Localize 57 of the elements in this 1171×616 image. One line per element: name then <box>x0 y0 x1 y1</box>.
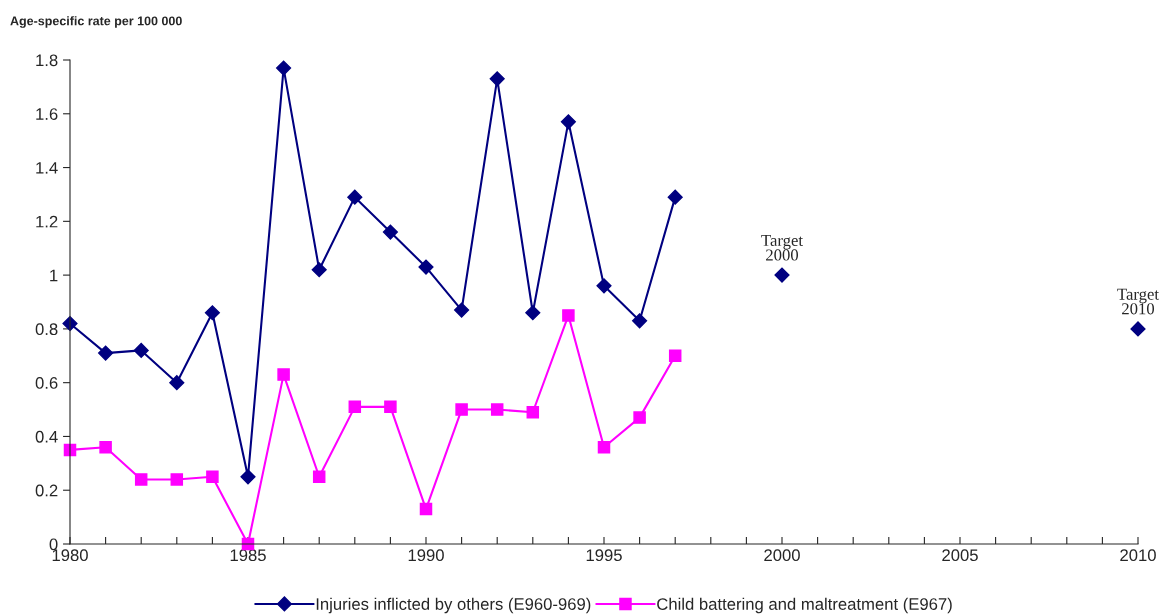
point <box>311 262 327 278</box>
point <box>134 473 148 486</box>
point <box>667 189 683 205</box>
point <box>382 224 398 240</box>
point <box>347 189 363 205</box>
y-tick-label: 0.4 <box>35 430 58 443</box>
point <box>632 313 648 329</box>
y-tick-label: 1.2 <box>36 215 58 228</box>
point <box>418 259 434 275</box>
y-tick-label: 0 <box>49 538 58 551</box>
point <box>348 400 362 414</box>
point <box>384 400 397 414</box>
point <box>454 302 470 318</box>
point <box>240 469 256 485</box>
y-tick-label: 0.6 <box>35 377 58 389</box>
y-tick-label: 0.8 <box>35 323 58 336</box>
point <box>204 305 220 321</box>
point <box>525 305 541 321</box>
point <box>668 349 682 363</box>
point <box>277 368 290 381</box>
x-tick-label: 2005 <box>942 549 978 562</box>
x-tick-label: 2010 <box>1120 549 1156 562</box>
point <box>526 405 540 419</box>
x-tick-label: 2000 <box>764 549 800 562</box>
point <box>560 114 576 130</box>
legend-label: Child battering and maltreatment (E967) <box>657 597 952 614</box>
point <box>98 345 114 361</box>
point <box>169 375 185 391</box>
point <box>312 470 326 484</box>
point <box>170 473 184 486</box>
y-tick-label: 1.6 <box>36 108 58 120</box>
point <box>419 502 433 516</box>
point <box>633 411 646 424</box>
point <box>597 440 611 454</box>
x-tick-label: 1995 <box>586 549 622 562</box>
y-tick-label: 0.2 <box>35 484 58 497</box>
point <box>455 403 468 416</box>
point <box>562 309 575 322</box>
point <box>490 403 504 416</box>
y-axis-title: Age-specific rate per 100 000 <box>10 16 182 28</box>
x-tick-label: 1980 <box>52 549 88 562</box>
point <box>133 342 149 358</box>
x-tick-label: 1990 <box>408 549 444 562</box>
point <box>596 278 612 294</box>
legend-label: Injuries inflicted by others (E960-969) <box>316 597 591 614</box>
point <box>206 470 219 484</box>
point <box>774 267 790 283</box>
point <box>276 60 292 76</box>
y-tick-label: 1.8 <box>36 54 58 67</box>
x-tick-label: 1985 <box>230 549 266 562</box>
annotation: Target 2000 <box>761 234 803 261</box>
point <box>1130 321 1146 337</box>
y-tick-label: 1.4 <box>36 162 58 174</box>
y-tick-label: 1 <box>50 269 58 282</box>
annotation: Target 2010 <box>1117 288 1159 315</box>
point <box>99 440 112 454</box>
point <box>489 71 505 87</box>
